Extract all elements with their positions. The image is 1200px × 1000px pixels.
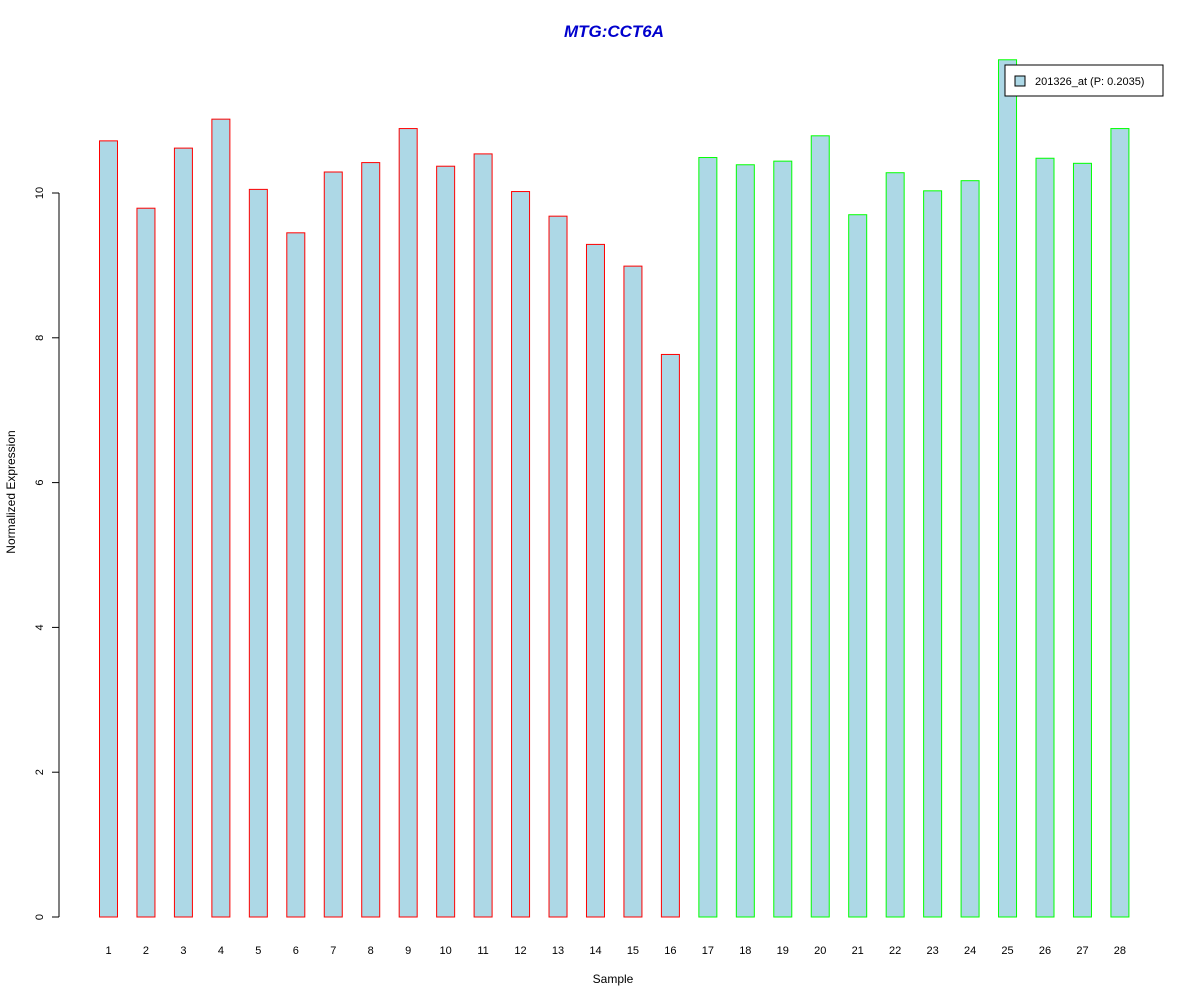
x-tick-label: 16 bbox=[664, 945, 676, 957]
x-tick-label: 23 bbox=[926, 945, 938, 957]
x-tick-label: 21 bbox=[852, 945, 864, 957]
x-tick-label: 14 bbox=[589, 945, 601, 957]
y-axis: 0 2 4 6 8 10 bbox=[34, 187, 60, 920]
x-tick-label: 15 bbox=[627, 945, 639, 957]
x-tick-label: 3 bbox=[180, 945, 186, 957]
y-tick-label: 4 bbox=[34, 624, 46, 630]
y-tick-label: 2 bbox=[34, 769, 46, 775]
bar-sample-6 bbox=[286, 232, 306, 918]
bar-sample-15 bbox=[623, 265, 643, 918]
chart-title: MTG:CCT6A bbox=[564, 22, 664, 41]
x-tick-label: 8 bbox=[368, 945, 374, 957]
x-axis-label: Sample bbox=[593, 972, 634, 986]
bar-sample-9 bbox=[398, 128, 418, 918]
legend-swatch bbox=[1014, 75, 1026, 87]
legend-label: 201326_at (P: 0.2035) bbox=[1035, 76, 1144, 88]
bar-sample-21 bbox=[848, 214, 868, 918]
y-tick-label: 10 bbox=[34, 187, 46, 199]
bar-sample-17 bbox=[698, 157, 718, 918]
legend-box bbox=[1004, 64, 1164, 97]
x-tick-label: 12 bbox=[514, 945, 526, 957]
bar-sample-20 bbox=[810, 135, 830, 918]
x-tick-label: 27 bbox=[1076, 945, 1088, 957]
x-tick-label: 24 bbox=[964, 945, 976, 957]
y-axis-label: Normalized Expression bbox=[4, 430, 18, 553]
x-tick-label: 2 bbox=[143, 945, 149, 957]
bar-sample-4 bbox=[211, 118, 231, 918]
x-tick-label: 28 bbox=[1114, 945, 1126, 957]
bar-sample-11 bbox=[473, 153, 493, 918]
x-tick-label: 5 bbox=[255, 945, 261, 957]
bar-sample-2 bbox=[136, 207, 156, 918]
bar-sample-7 bbox=[323, 171, 343, 918]
x-tick-label: 6 bbox=[293, 945, 299, 957]
bar-sample-25 bbox=[998, 59, 1018, 918]
y-tick-label: 8 bbox=[34, 335, 46, 341]
bar-sample-1 bbox=[99, 140, 118, 918]
x-tick-label: 11 bbox=[477, 945, 488, 957]
bar-sample-19 bbox=[773, 160, 793, 918]
y-tick-label: 0 bbox=[34, 914, 46, 920]
x-tick-label: 25 bbox=[1001, 945, 1013, 957]
bar-sample-8 bbox=[361, 162, 381, 918]
x-tick-label: 1 bbox=[105, 945, 111, 957]
bar-sample-12 bbox=[511, 191, 531, 918]
x-tick-label: 13 bbox=[552, 945, 564, 957]
legend: 201326_at (P: 0.2035) bbox=[1004, 64, 1164, 97]
bars bbox=[99, 59, 1130, 918]
x-tick-label: 17 bbox=[702, 945, 714, 957]
x-tick-label: 10 bbox=[440, 945, 452, 957]
x-tick-label: 4 bbox=[218, 945, 224, 957]
bar-sample-28 bbox=[1110, 128, 1130, 918]
x-tick-labels: 1 2 3 4 5 6 7 8 9 10 11 12 13 14 15 16 17 18 19 20 21 22 23 24 2… bbox=[105, 945, 1126, 957]
bar-sample-27 bbox=[1072, 162, 1092, 918]
x-tick-label: 7 bbox=[330, 945, 336, 957]
bar-sample-24 bbox=[960, 180, 980, 918]
bar-sample-22 bbox=[885, 172, 905, 918]
bar-sample-3 bbox=[173, 147, 193, 918]
y-tick-label: 6 bbox=[34, 480, 46, 486]
x-tick-label: 19 bbox=[777, 945, 789, 957]
x-tick-label: 20 bbox=[814, 945, 826, 957]
bar-sample-18 bbox=[735, 164, 755, 918]
x-tick-label: 9 bbox=[405, 945, 411, 957]
bar-sample-23 bbox=[923, 190, 943, 918]
bar-sample-26 bbox=[1035, 157, 1055, 918]
bar-sample-14 bbox=[585, 243, 605, 918]
bar-sample-10 bbox=[436, 165, 456, 918]
bar-sample-16 bbox=[660, 353, 680, 918]
x-tick-label: 22 bbox=[889, 945, 901, 957]
bar-sample-13 bbox=[548, 215, 568, 918]
bar-sample-5 bbox=[248, 188, 268, 918]
x-tick-label: 18 bbox=[739, 945, 751, 957]
x-tick-label: 26 bbox=[1039, 945, 1051, 957]
